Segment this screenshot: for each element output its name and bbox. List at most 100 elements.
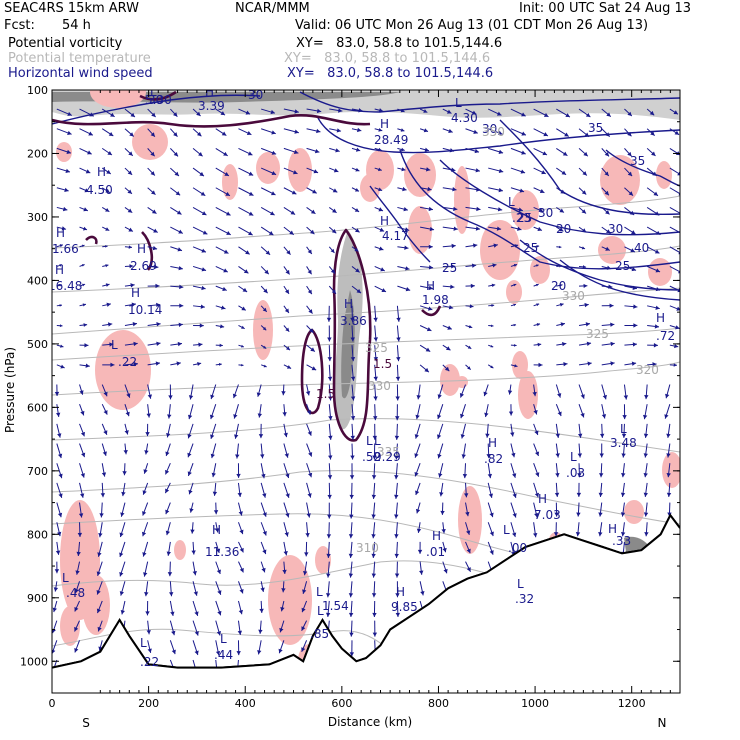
wind-vector: [146, 404, 151, 418]
wind-vector: [187, 423, 194, 439]
wind-vector: [147, 108, 156, 118]
wind-label: 25: [442, 261, 457, 275]
wind-vector: [147, 384, 152, 399]
wind-vector: [56, 206, 68, 212]
wind-vector: [170, 341, 183, 347]
wind-vector: [283, 325, 290, 333]
wind-vector: [556, 207, 565, 213]
svg-text:9.29: 9.29: [374, 450, 401, 464]
pv-positive-region: [662, 452, 680, 488]
wind-vector: [79, 206, 89, 212]
wind-vector: [394, 561, 400, 578]
wind-vector: [259, 600, 264, 613]
wind-vector: [488, 324, 494, 328]
wind-vector: [397, 186, 407, 192]
svg-text:L: L: [316, 585, 323, 599]
svg-text:1.66: 1.66: [52, 242, 79, 256]
wind-vector: [397, 206, 408, 212]
wind-vector: [533, 404, 538, 415]
wind-vector: [96, 561, 103, 576]
wind-vector: [442, 561, 448, 574]
wind-vector: [419, 305, 433, 311]
wind-vector: [397, 285, 411, 292]
wind-vector: [510, 226, 522, 231]
wind-vector: [124, 128, 135, 137]
wind-vector: [188, 482, 194, 495]
wind-vector: [56, 463, 63, 479]
wind-vector: [598, 482, 603, 497]
wind-vector: [510, 522, 517, 538]
wind-vector: [326, 305, 332, 322]
pv-positive-region: [222, 164, 238, 200]
valid-time: Valid: 06 UTC Mon 26 Aug 13 (01 CDT Mon …: [295, 18, 649, 33]
wind-vector: [210, 384, 217, 400]
wind-vector: [624, 226, 636, 235]
wind-vector: [371, 581, 377, 598]
extremum-marker: L .23: [508, 195, 531, 225]
wind-vector: [442, 226, 458, 231]
wind-vector: [79, 244, 85, 248]
wind-vector: [556, 128, 570, 137]
wind-vector: [669, 343, 679, 349]
wind-vector: [374, 127, 383, 132]
wind-vector: [510, 244, 519, 248]
wind-vector: [192, 561, 197, 576]
wind-vector: [306, 207, 316, 215]
wind-vector: [465, 364, 472, 371]
wind-vector: [169, 640, 176, 655]
wind-vector: [260, 266, 270, 275]
wind-vector: [306, 167, 319, 174]
wind-vector: [642, 404, 648, 420]
wind-vector: [664, 404, 671, 419]
wind-vector: [555, 384, 562, 398]
wind-vector: [348, 541, 354, 558]
wind-vector: [101, 384, 108, 397]
svg-text:L: L: [455, 96, 462, 110]
wind-vector: [601, 384, 607, 400]
wind-vector: [256, 384, 262, 397]
wind-vector: [578, 341, 592, 346]
wind-vector: [168, 384, 173, 400]
wind-vector: [328, 285, 337, 295]
svg-text:3.39: 3.39: [198, 99, 225, 113]
wind-vector: [397, 108, 405, 113]
wind-vector: [578, 361, 592, 366]
wind-label: 20: [556, 222, 571, 236]
wind-vector: [601, 341, 615, 347]
wind-vector: [193, 323, 204, 328]
wind-vector: [556, 283, 563, 287]
wind-vector: [578, 322, 591, 327]
wind-vector: [305, 384, 311, 396]
theta-label: 330: [562, 289, 585, 303]
wind-vector: [56, 364, 65, 369]
wind-vector: [166, 541, 171, 556]
wind-vector: [283, 482, 290, 499]
wind-vector: [442, 243, 456, 249]
wind-vector: [442, 284, 455, 289]
wind-vector: [621, 463, 626, 478]
wind-vector: [147, 207, 157, 214]
wind-vector: [508, 404, 514, 416]
wind-vector: [510, 263, 518, 267]
wind-vector: [576, 502, 581, 517]
wind-vector: [533, 264, 539, 267]
svg-text:H: H: [137, 242, 146, 256]
wind-vector: [237, 522, 244, 535]
wind-vector: [209, 404, 217, 420]
forecast-label: Fcst:: [4, 18, 35, 33]
wind-vector: [578, 128, 590, 138]
svg-text:H: H: [432, 529, 441, 543]
extremum-marker: L .22: [140, 636, 159, 669]
svg-text:.00: .00: [508, 541, 527, 555]
wind-vector: [306, 128, 321, 134]
svg-text:11.36: 11.36: [205, 545, 239, 559]
wind-vector: [306, 187, 317, 194]
wind-vector: [643, 502, 649, 517]
wind-vector: [78, 502, 84, 518]
svg-text:L: L: [220, 632, 227, 646]
wind-vector: [326, 541, 331, 558]
wind-vector: [101, 403, 108, 415]
wind-label: 30: [248, 88, 263, 102]
wind-vector: [147, 361, 161, 366]
wind-vector: [646, 246, 660, 254]
